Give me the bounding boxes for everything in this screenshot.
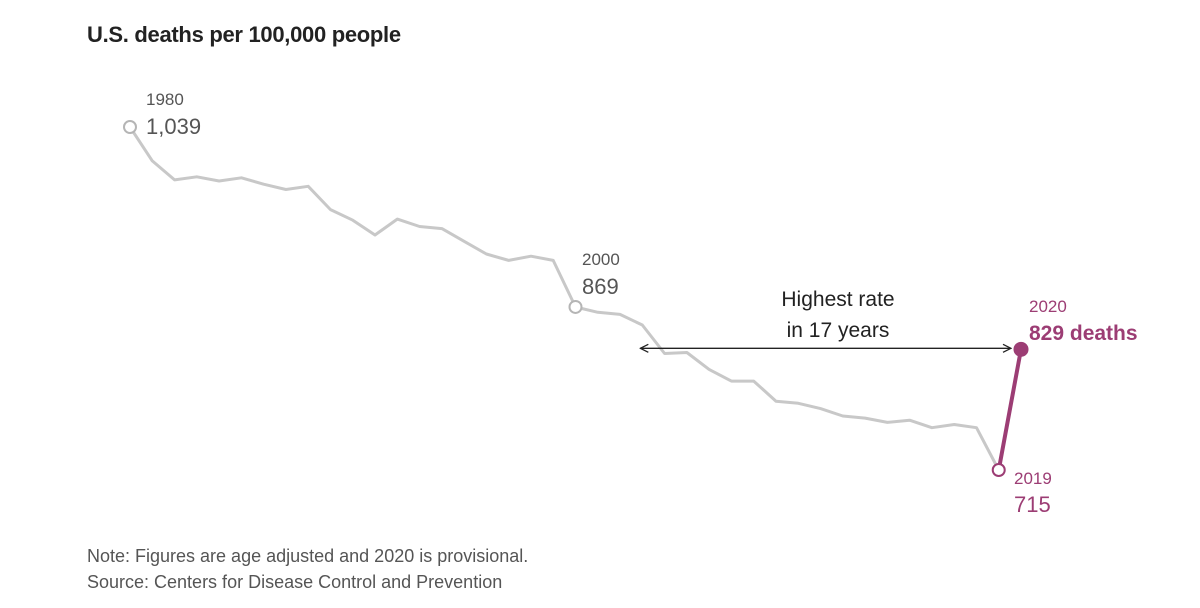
series-line-historical — [128, 126, 1001, 471]
label-2020-year: 2020 — [1029, 297, 1067, 316]
footer-source: Source: Centers for Disease Control and … — [87, 572, 503, 592]
label-2020-value: 829 deaths — [1029, 322, 1138, 345]
footer-note: Note: Figures are age adjusted and 2020 … — [87, 546, 529, 566]
series-line-2020 — [996, 347, 1023, 472]
label-2000-year: 2000 — [582, 250, 620, 269]
label-2019-value: 715 — [1014, 492, 1051, 517]
range-annotation-line2: in 17 years — [787, 319, 890, 342]
point-2019 — [991, 463, 1006, 477]
label-2019-year: 2019 — [1014, 469, 1052, 488]
point-2020 — [1013, 341, 1029, 357]
label-1980-year: 1980 — [146, 90, 184, 109]
footer-notes: Note: Figures are age adjusted and 2020 … — [87, 543, 528, 595]
point-1980 — [123, 120, 137, 134]
label-2000-value: 869 — [582, 274, 619, 299]
range-annotation-line1: Highest rate — [781, 288, 894, 311]
label-1980-value: 1,039 — [146, 114, 201, 139]
chart-title: U.S. deaths per 100,000 people — [87, 22, 401, 47]
point-2000 — [568, 299, 583, 314]
